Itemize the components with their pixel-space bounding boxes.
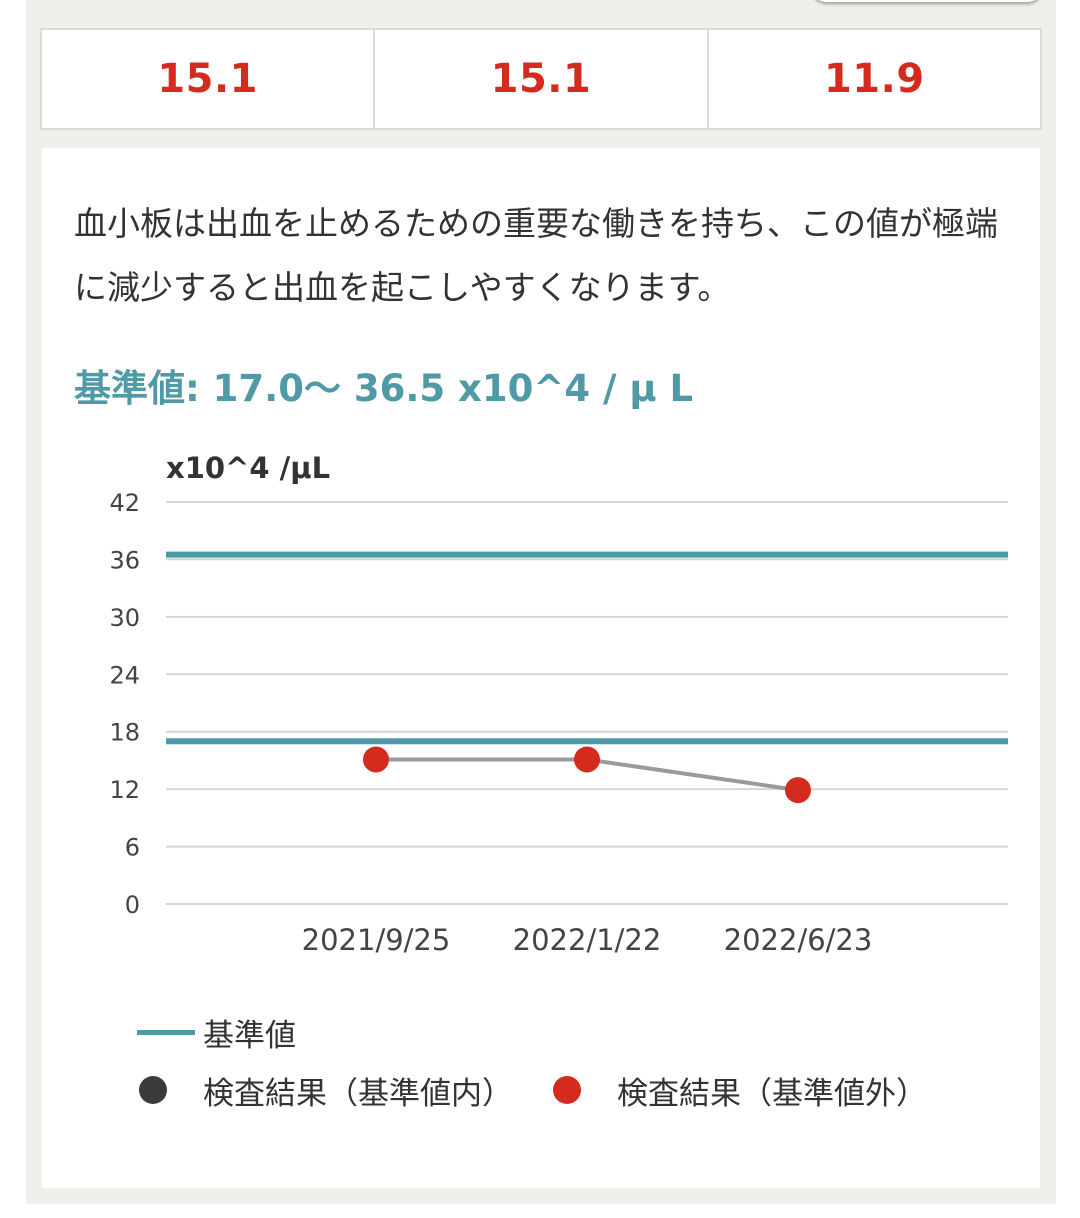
x-tick-label-2: 2022/1/22 bbox=[513, 923, 662, 957]
legend-out-of-range-dot bbox=[553, 1076, 581, 1104]
y-tick-label-12: 12 bbox=[109, 776, 140, 804]
y-tick-label-6: 6 bbox=[125, 834, 140, 862]
platelet-chart: x10^4 /μL 0 6 12 18 24 30 36 42 2021/9/25 2022/1… bbox=[109, 451, 1008, 957]
data-point-2 bbox=[574, 746, 600, 773]
y-tick-label-18: 18 bbox=[109, 719, 140, 747]
y-axis-unit-label: x10^4 /μL bbox=[166, 451, 330, 485]
data-point-1 bbox=[363, 746, 389, 773]
results-values-row: 15.1 15.1 11.9 bbox=[40, 28, 1042, 130]
x-tick-label-3: 2022/6/23 bbox=[724, 923, 873, 957]
legend-in-range-dot bbox=[139, 1076, 167, 1104]
legend-out-of-range-label: 検査結果（基準値外） bbox=[617, 1075, 927, 1112]
legend-in-range-label: 検査結果（基準値内） bbox=[203, 1075, 513, 1112]
legend-row-results: 検査結果（基準値内） 検査結果（基準値外） bbox=[137, 1061, 1037, 1119]
reference-range-heading: 基準値: 17.0〜 36.5 x10^4 / μ L bbox=[74, 367, 694, 410]
legend-row-reference: 基準値 bbox=[137, 1003, 1037, 1061]
top-tab-edge[interactable] bbox=[812, 0, 1042, 2]
x-tick-label-1: 2021/9/25 bbox=[302, 923, 451, 957]
result-value-1: 15.1 bbox=[157, 56, 259, 102]
legend-reference-line-swatch bbox=[137, 1029, 195, 1035]
result-value-2: 15.1 bbox=[373, 30, 706, 128]
data-point-3 bbox=[785, 777, 811, 804]
y-tick-label-42: 42 bbox=[109, 489, 140, 517]
description-text: 血小板は出血を止めるための重要な働きを持ち、この値が極端に減少すると出血を起こし… bbox=[74, 204, 998, 307]
chart-legend: 基準値 検査結果（基準値内） 検査結果（基準値外） bbox=[137, 1003, 1037, 1119]
platelet-info-card: 血小板は出血を止めるための重要な働きを持ち、この値が極端に減少すると出血を起こし… bbox=[42, 148, 1040, 1188]
y-tick-label-30: 30 bbox=[109, 604, 140, 632]
result-value-3: 11.9 bbox=[706, 30, 1040, 128]
y-tick-label-36: 36 bbox=[109, 546, 140, 574]
y-tick-label-24: 24 bbox=[109, 661, 140, 689]
y-tick-label-0: 0 bbox=[125, 891, 140, 919]
legend-reference-label: 基準値 bbox=[203, 1017, 296, 1054]
